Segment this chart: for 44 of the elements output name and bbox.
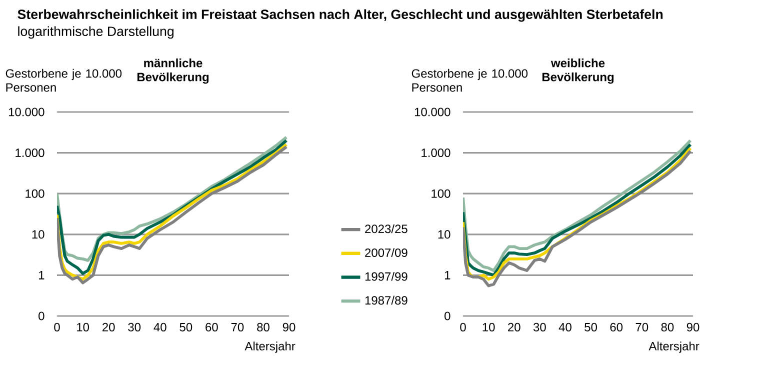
text: Sterbewahrscheinlichkeit im Freistaat Sachsen nach Alter, Geschlecht und ausgewählten Sterbetafeln [18,9,663,22]
y-tick-label: 100 [432,189,450,198]
chart-title: weibliche Bevölkerung [542,58,614,84]
y-tick-label: 1 [444,271,450,280]
text: logarithmische Darstellung [18,26,174,39]
x-tick-label: 70 [231,322,244,332]
y-tick-label: 1.000 [16,148,44,158]
x-tick-label: 30 [128,322,141,332]
y-axis-title: Gestorbene je 10.000 Personen [412,68,528,92]
legend-label: 1997/99 [365,272,408,281]
y-tick-label: 0 [38,312,44,320]
x-tick-label: 10 [77,322,89,332]
y-tick-label: 1 [38,271,44,280]
x-tick-label: 20 [508,322,520,332]
x-tick-label: 0 [460,322,466,332]
y-tick-label: 10.000 [414,108,450,116]
x-tick-label: 60 [206,322,218,332]
x-tick-label: 80 [257,322,270,332]
x-tick-label: 50 [584,322,597,332]
y-tick-label: 10 [438,230,450,239]
x-tick-label: 60 [610,322,623,332]
x-tick-label: 50 [180,322,192,332]
x-tick-label: 70 [636,322,648,332]
x-tick-label: 20 [102,322,115,332]
y-tick-label: 100 [26,189,44,198]
x-tick-label: 40 [558,322,572,332]
legend-label: 1987/89 [365,296,408,305]
x-tick-label: 40 [154,322,166,332]
x-tick-label: 90 [686,322,700,332]
y-tick-label: 1.000 [422,148,450,158]
legend-label: 2007/09 [365,248,408,257]
legend-label: 2023/25 [365,224,408,234]
y-tick-label: 0 [444,312,450,320]
x-tick-label: 10 [482,322,495,332]
x-tick-label: 0 [54,322,60,332]
x-tick-label: 80 [661,322,674,332]
chart-title: männliche Bevölkerung [137,58,209,84]
y-tick-label: 10.000 [8,108,44,116]
x-axis-title: Altersjahr [244,342,296,353]
x-axis-title: Altersjahr [648,342,700,353]
x-tick-label: 30 [533,322,546,332]
y-tick-label: 10 [32,230,44,239]
x-tick-label: 90 [282,322,296,332]
y-axis-title: Gestorbene je 10.000 Personen [6,68,122,92]
